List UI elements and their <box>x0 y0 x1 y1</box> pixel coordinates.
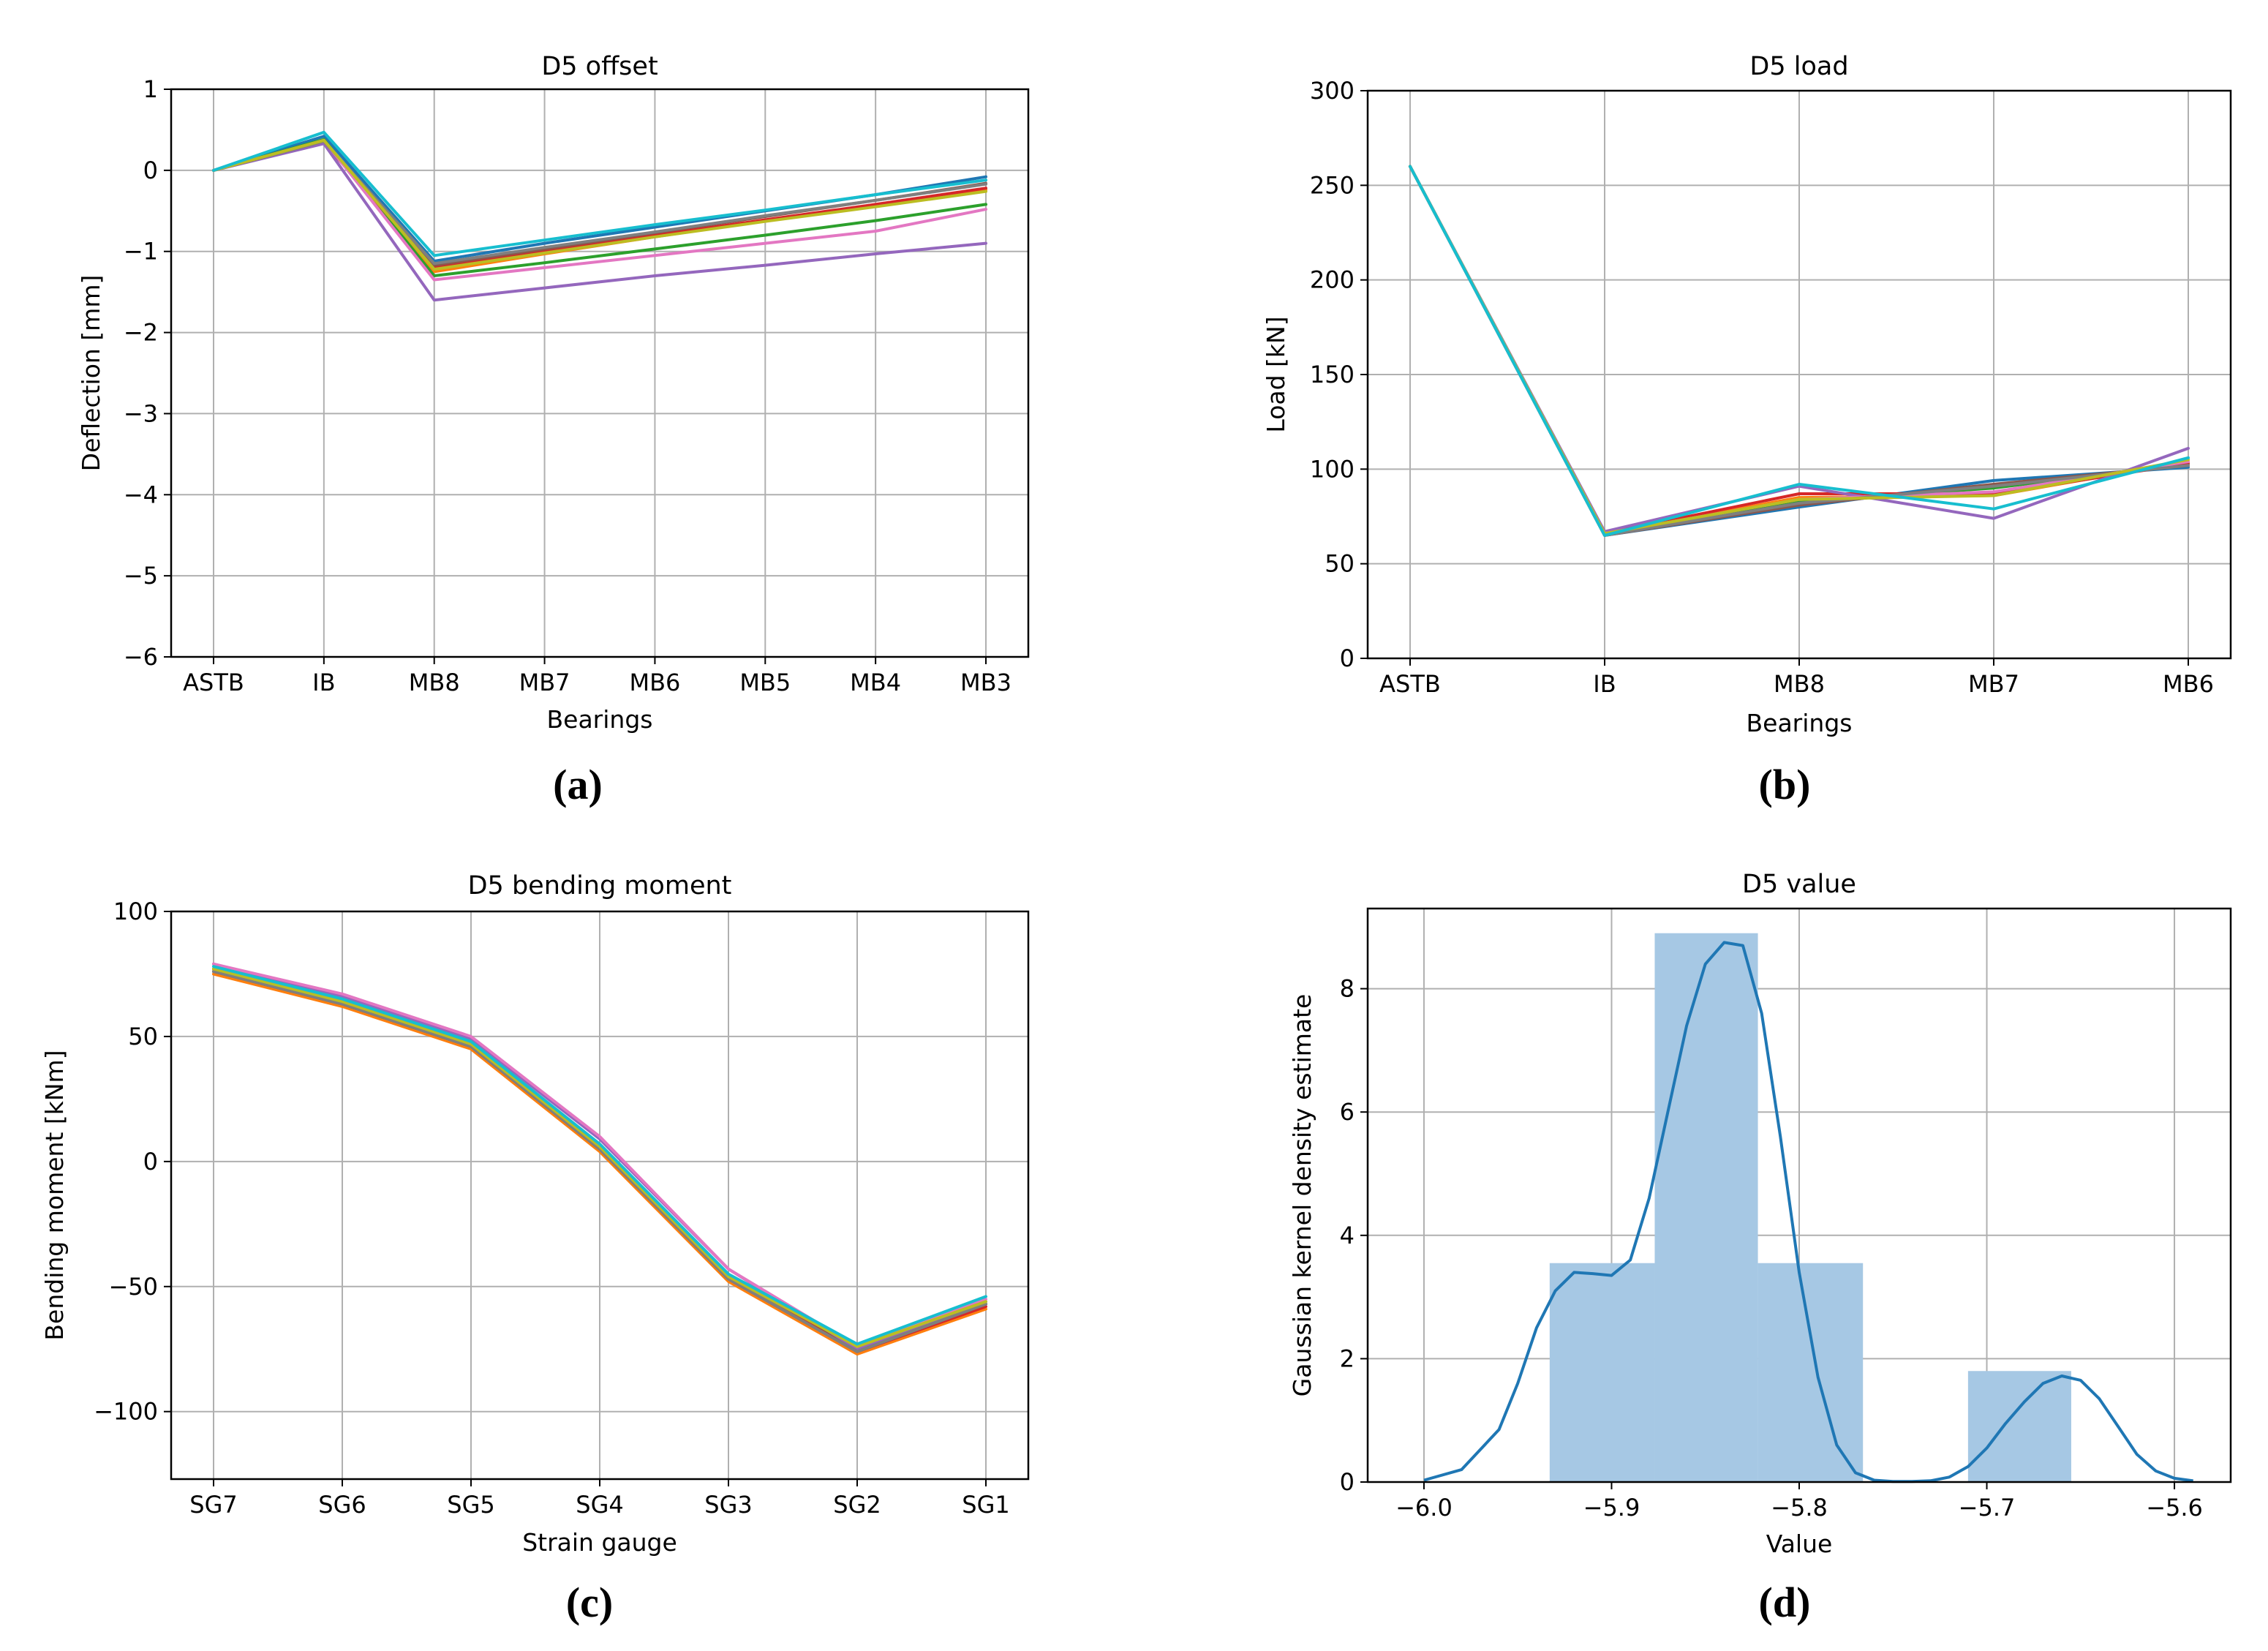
panel-a-ytick-label-7: −6 <box>124 643 158 671</box>
panel-b-xtick-label-3: MB7 <box>1968 670 2019 698</box>
panel-c-series-8 <box>212 970 987 1353</box>
panel-a: ASTB IB MB8 MB7 MB6 MB5 MB4 MB3 1 0 −1 −2 −3 −4 −5 −6 D… <box>77 52 1030 808</box>
panel-b-ytick-label-5: 250 <box>1310 171 1355 199</box>
panel-a-ytick-label-4: −3 <box>124 399 158 427</box>
panel-c-caption: (c) <box>566 1579 613 1626</box>
panel-a-xlabel: Bearings <box>547 705 653 734</box>
panel-b-grid <box>1368 90 2231 659</box>
panel-c: SG7 SG6 SG5 SG4 SG3 SG2 SG1 100 50 0 −50 −100 D5 be… <box>40 871 1030 1626</box>
panel-a-series-10 <box>212 130 987 257</box>
panel-d-ticks: −6.0 −5.9 −5.8 −5.7 −5.6 0 2 4 6 8 <box>1340 975 2203 1522</box>
panel-b: ASTB IB MB8 MB7 MB6 0 50 100 150 200 250 300 D5 loa… <box>1262 52 2232 808</box>
panel-b-xtick-label-4: MB6 <box>2163 670 2214 698</box>
panel-d-series <box>1423 941 2193 1483</box>
panel-b-series <box>1409 165 2190 537</box>
panel-c-series-10 <box>212 965 987 1346</box>
panel-c-series <box>212 962 987 1356</box>
panel-b-xtick-label-1: IB <box>1593 670 1616 698</box>
panel-a-xtick-label-3: MB7 <box>519 669 570 696</box>
panel-c-series-2 <box>212 972 987 1356</box>
panel-b-xtick-label-2: MB8 <box>1774 670 1825 698</box>
panel-a-ytick-label-6: −5 <box>124 562 158 590</box>
panel-d-hist-bar-5 <box>1967 1371 2071 1482</box>
panel-d-xtick-label-2: −5.8 <box>1771 1494 1828 1522</box>
panel-c-ytick-label-3: −50 <box>108 1273 158 1301</box>
panel-d-hist-bar-3 <box>1757 1263 1864 1482</box>
panel-d-title: D5 value <box>1742 870 1856 899</box>
panel-d-kde-curve <box>1423 941 2193 1483</box>
panel-a-xtick-label-0: ASTB <box>183 669 244 696</box>
panel-c-xtick-label-6: SG1 <box>962 1491 1009 1519</box>
panel-c-ytick-label-0: 100 <box>113 898 158 925</box>
panel-d-ytick-label-4: 8 <box>1340 975 1355 1003</box>
panel-a-xtick-label-6: MB4 <box>850 669 901 696</box>
panel-a-ylabel: Deflection [mm] <box>77 275 105 472</box>
panel-c-xtick-label-5: SG2 <box>833 1491 881 1519</box>
panel-a-ticks: ASTB IB MB8 MB7 MB6 MB5 MB4 MB3 1 0 −1 −2 −3 −4 −5 −6 <box>124 75 1011 696</box>
panel-a-series-4 <box>212 141 987 269</box>
panel-a-ytick-label-5: −4 <box>124 481 158 508</box>
panel-a-xtick-label-2: MB8 <box>409 669 460 696</box>
panel-c-ylabel: Bending moment [kNm] <box>40 1050 69 1340</box>
panel-d-xtick-label-4: −5.6 <box>2146 1494 2203 1522</box>
panel-c-ytick-label-4: −100 <box>94 1398 158 1426</box>
panel-b-xtick-label-0: ASTB <box>1379 670 1441 698</box>
panel-b-ytick-label-2: 100 <box>1310 455 1355 483</box>
panel-c-xtick-label-2: SG5 <box>447 1491 494 1519</box>
panel-d-caption: (d) <box>1759 1579 1811 1626</box>
panel-c-xtick-label-1: SG6 <box>318 1491 366 1519</box>
panel-a-series-5 <box>212 142 987 302</box>
panel-c-series-5 <box>212 962 987 1351</box>
panel-b-ytick-label-0: 0 <box>1340 644 1355 672</box>
panel-d-xlabel: Value <box>1766 1530 1833 1558</box>
panel-a-ytick-label-2: −1 <box>124 238 158 266</box>
panel-d-ytick-label-3: 6 <box>1340 1098 1355 1126</box>
panel-a-ytick-label-0: 1 <box>143 75 158 103</box>
panel-d-hist-bar-2 <box>1654 933 1758 1482</box>
panel-b-title: D5 load <box>1749 52 1848 81</box>
panel-b-ticks: ASTB IB MB8 MB7 MB6 0 50 100 150 200 250 300 <box>1310 77 2214 698</box>
panel-b-ytick-label-3: 150 <box>1310 361 1355 388</box>
panel-c-ticks: SG7 SG6 SG5 SG4 SG3 SG2 SG1 100 50 0 −50 −100 <box>94 898 1010 1519</box>
panel-a-series-9 <box>212 138 987 271</box>
panel-b-ylabel: Load [kN] <box>1262 316 1290 432</box>
panel-a-xtick-label-4: MB6 <box>629 669 680 696</box>
panel-c-ytick-label-1: 50 <box>128 1023 158 1050</box>
panel-c-title: D5 bending moment <box>468 871 732 900</box>
panel-d-xtick-label-3: −5.7 <box>1959 1494 2016 1522</box>
panel-d-xtick-label-1: −5.9 <box>1583 1494 1640 1522</box>
panel-a-axes-frame <box>170 88 1030 658</box>
panel-b-caption: (b) <box>1759 761 1811 808</box>
panel-a-series-7 <box>212 138 987 282</box>
panel-d-xtick-label-0: −6.0 <box>1395 1494 1453 1522</box>
panel-c-ytick-label-2: 0 <box>143 1148 158 1176</box>
panel-b-xlabel: Bearings <box>1747 709 1853 737</box>
panel-a-ytick-label-3: −2 <box>124 319 158 347</box>
panel-d-bars <box>1549 933 2071 1482</box>
panel-c-xtick-label-0: SG7 <box>189 1491 237 1519</box>
panel-c-xtick-label-3: SG4 <box>576 1491 623 1519</box>
panel-d-ytick-label-2: 4 <box>1340 1222 1355 1249</box>
panel-a-caption: (a) <box>553 761 603 808</box>
panel-a-xtick-label-1: IB <box>312 669 335 696</box>
panel-a-xtick-label-5: MB5 <box>739 669 791 696</box>
panel-a-ytick-label-1: 0 <box>143 157 158 184</box>
panel-b-ytick-label-6: 300 <box>1310 77 1355 105</box>
panel-d-ylabel: Gaussian kernel density estimate <box>1288 994 1316 1397</box>
panel-d-ytick-label-0: 0 <box>1340 1468 1355 1496</box>
panel-b-ytick-label-4: 200 <box>1310 266 1355 294</box>
panel-a-title: D5 offset <box>541 52 658 81</box>
panel-a-grid <box>171 89 1028 658</box>
panel-c-xtick-label-4: SG3 <box>704 1491 752 1519</box>
panel-a-series <box>212 130 987 302</box>
panel-b-series-10 <box>1409 165 2190 537</box>
panel-d-hist-bar-1 <box>1549 1263 1655 1482</box>
panel-b-ytick-label-1: 50 <box>1325 550 1355 578</box>
panel-d-ytick-label-1: 2 <box>1340 1345 1355 1372</box>
panel-c-xlabel: Strain gauge <box>522 1528 677 1557</box>
panel-d: −6.0 −5.9 −5.8 −5.7 −5.6 0 2 4 6 8 D5 value Value… <box>1288 870 2232 1626</box>
panel-a-xtick-label-7: MB3 <box>960 669 1011 696</box>
panel-c-series-9 <box>212 967 987 1348</box>
